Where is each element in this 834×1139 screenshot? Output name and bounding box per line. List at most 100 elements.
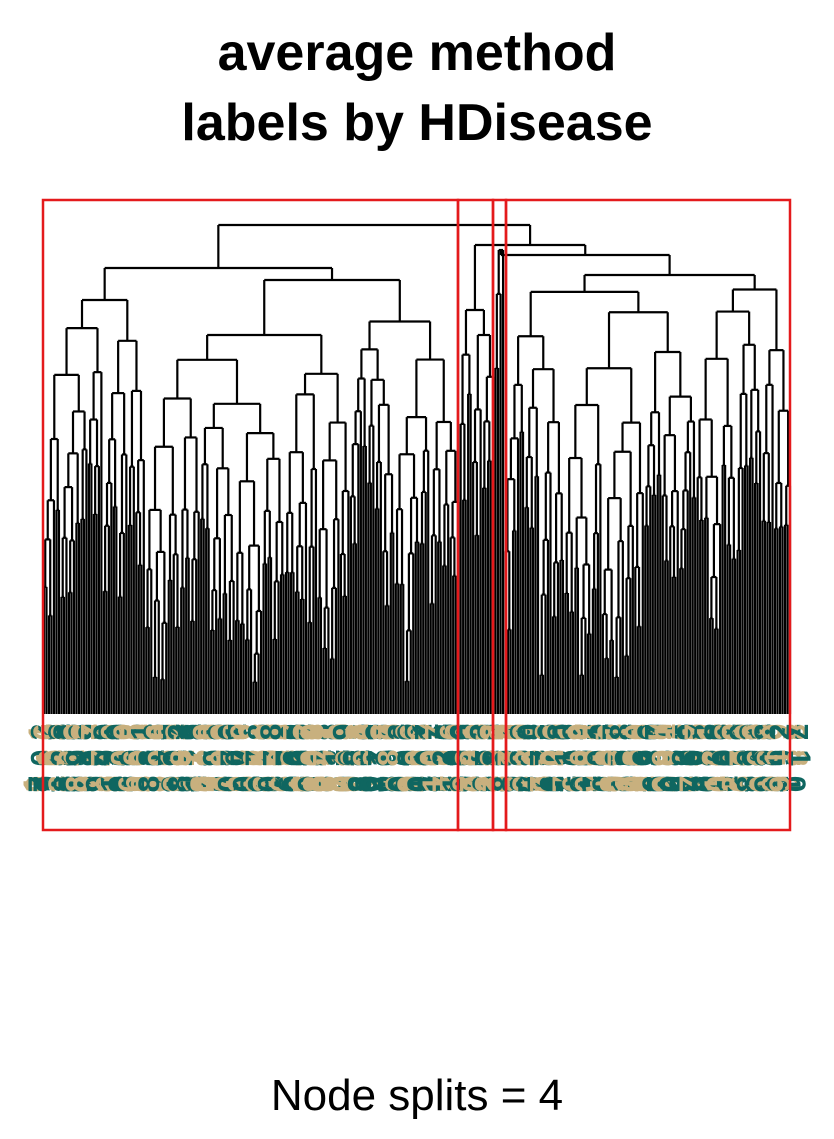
leaf-label-mark: 0 xyxy=(219,776,252,793)
leaf-label-mark: 2 xyxy=(53,750,86,767)
leaf-label-mark: 7 xyxy=(82,776,115,793)
leaf-label-mark: 1 xyxy=(160,750,193,767)
leaf-label-mark: 0 xyxy=(192,776,225,793)
leaf-label-mark: 9 xyxy=(58,724,91,741)
leaf-label-mark: 0 xyxy=(213,724,246,741)
leaf-label-mark: 8 xyxy=(255,724,288,741)
chart-title: average method labels by HDisease xyxy=(0,18,834,158)
leaf-label-mark: 1 xyxy=(87,750,120,767)
leaf-label-mark: 0 xyxy=(125,776,158,793)
leaf-label-mark: 9 xyxy=(264,724,297,741)
leaf-label-mark: 8 xyxy=(165,750,198,767)
leaf-label-mark: 7 xyxy=(190,776,223,793)
leaf-label-mark: 2 xyxy=(249,776,282,793)
leaf-label-mark: 2 xyxy=(280,750,313,767)
leaf-label-mark: 1 xyxy=(70,724,103,741)
leaf-label-mark: 2 xyxy=(289,776,322,793)
leaf-label-mark: 8 xyxy=(60,776,93,793)
leaf-label-mark: 2 xyxy=(235,724,268,741)
leaf-label-mark: 1 xyxy=(52,724,85,741)
leaf-label-mark: 0 xyxy=(295,750,328,767)
leaf-label-mark: 8 xyxy=(163,776,196,793)
leaf-label-mark: 2 xyxy=(98,750,131,767)
leaf-label-mark: 2 xyxy=(127,750,160,767)
leaf-label-mark: 9 xyxy=(88,724,121,741)
leaf-label-mark: 7 xyxy=(302,750,335,767)
leaf-label-mark: 9 xyxy=(215,724,248,741)
leaf-label-mark: 8 xyxy=(244,776,277,793)
leaf-label-mark: 7 xyxy=(307,724,340,741)
leaf-label-mark: 7 xyxy=(290,724,323,741)
leaf-label-mark: 2 xyxy=(68,776,101,793)
leaf-label-mark: 7 xyxy=(104,776,137,793)
leaf-label-mark: 8 xyxy=(129,724,162,741)
leaf-label-mark: 0 xyxy=(212,776,245,793)
leaf-label-mark: 1 xyxy=(23,724,56,741)
leaf-label-mark: 8 xyxy=(84,750,117,767)
leaf-label-mark: 7 xyxy=(164,776,197,793)
leaf-label-mark: 8 xyxy=(65,724,98,741)
leaf-label-mark: 2 xyxy=(137,776,170,793)
leaf-label-mark: 6 xyxy=(324,776,357,793)
leaf-label-mark: 0 xyxy=(189,724,222,741)
leaf-label-mark: 9 xyxy=(279,724,312,741)
leaf-label-mark: 6 xyxy=(62,750,95,767)
leaf-label-mark: 0 xyxy=(135,750,168,767)
leaf-label-mark: 0 xyxy=(172,776,205,793)
leaf-label-mark: 1 xyxy=(175,724,208,741)
leaf-label-mark: 8 xyxy=(107,776,140,793)
leaf-label-mark: 6 xyxy=(307,750,340,767)
leaf-label-mark: 9 xyxy=(234,776,267,793)
leaf-label-mark: 0 xyxy=(134,776,167,793)
leaf-label-mark: 9 xyxy=(102,724,135,741)
leaf-label-mark: 2 xyxy=(169,724,202,741)
leaf-label-mark: 2 xyxy=(279,750,312,767)
leaf-label-mark: 1 xyxy=(119,776,152,793)
leaf-label-mark: 7 xyxy=(130,750,163,767)
leaf-label-mark: 9 xyxy=(103,776,136,793)
leaf-label-mark: 8 xyxy=(53,776,86,793)
leaf-label-mark: 7 xyxy=(249,724,282,741)
leaf-label-mark: 9 xyxy=(75,750,108,767)
leaf-label-mark: 2 xyxy=(278,776,311,793)
leaf-label-mark: 1 xyxy=(197,750,230,767)
leaf-label-mark: 0 xyxy=(228,776,261,793)
leaf-label-mark: 8 xyxy=(94,776,127,793)
leaf-label-mark: 0 xyxy=(292,776,325,793)
leaf-label-mark: 7 xyxy=(167,776,200,793)
leaf-label-mark: 1 xyxy=(175,776,208,793)
leaf-label-mark: 7 xyxy=(115,724,148,741)
leaf-label-mark: 8 xyxy=(147,776,180,793)
leaf-label-mark: 6 xyxy=(118,750,151,767)
leaf-label-mark: 1 xyxy=(33,776,66,793)
leaf-label-mark: 7 xyxy=(278,724,311,741)
leaf-label-mark: 1 xyxy=(218,750,251,767)
leaf-label-mark: 7 xyxy=(158,724,191,741)
leaf-label-mark: 7 xyxy=(78,776,111,793)
leaf-label-mark: 9 xyxy=(74,750,107,767)
leaf-label-mark: 2 xyxy=(209,750,242,767)
leaf-label-mark: 9 xyxy=(289,724,322,741)
leaf-label-mark: 8 xyxy=(169,776,202,793)
leaf-label-mark: 6 xyxy=(285,776,318,793)
leaf-label-mark: 6 xyxy=(265,776,298,793)
leaf-label-mark: 8 xyxy=(299,724,332,741)
leaf-label-mark: 9 xyxy=(100,724,133,741)
leaf-label-mark: 7 xyxy=(108,776,141,793)
leaf-label-mark: 1 xyxy=(220,724,253,741)
leaf-label-mark: 2 xyxy=(217,776,250,793)
leaf-label-mark: 6 xyxy=(252,750,285,767)
leaf-label-mark: 6 xyxy=(273,776,306,793)
leaf-label-mark: 9 xyxy=(257,724,290,741)
leaf-label-mark: 0 xyxy=(84,776,117,793)
leaf-label-mark: 8 xyxy=(189,750,222,767)
leaf-label-mark: 1 xyxy=(248,750,281,767)
leaf-label-mark: 8 xyxy=(311,724,344,741)
leaf-label-mark: 6 xyxy=(263,750,296,767)
leaf-label-mark: 7 xyxy=(270,750,303,767)
leaf-label-mark: 9 xyxy=(198,724,231,741)
leaf-label-mark: 6 xyxy=(278,750,311,767)
leaf-label-mark: 2 xyxy=(97,724,130,741)
leaf-label-mark: 9 xyxy=(159,750,192,767)
leaf-label-mark: 9 xyxy=(205,750,238,767)
